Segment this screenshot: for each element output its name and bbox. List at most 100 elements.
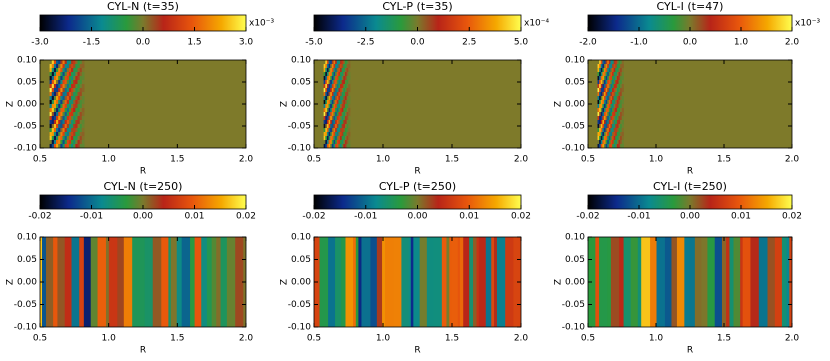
- field-cell: [325, 72, 328, 77]
- field-cell: [56, 140, 59, 145]
- field-cell: [60, 112, 63, 117]
- field-cell: [328, 132, 331, 137]
- field-cell: [51, 136, 55, 141]
- field-cell: [79, 68, 83, 73]
- field-cell: [599, 68, 602, 73]
- field-cell: [597, 100, 600, 105]
- field-cell: [323, 144, 326, 148]
- field-cell: [53, 128, 57, 133]
- field-cell: [599, 144, 602, 148]
- field-stripe: [441, 237, 447, 327]
- field-cell: [71, 92, 74, 97]
- field-cell: [333, 132, 336, 137]
- field-cell: [344, 64, 348, 69]
- field-cell: [60, 76, 63, 81]
- field-cell: [613, 144, 616, 148]
- panel-title: CYL-P (t=35): [382, 0, 452, 13]
- field-cell: [348, 116, 351, 121]
- field-cell: [328, 76, 331, 81]
- field-cell: [79, 100, 83, 105]
- field-cell: [615, 124, 618, 129]
- field-cell: [73, 112, 76, 117]
- field-cell: [597, 72, 600, 77]
- field-stripe: [684, 237, 691, 327]
- field-cell: [58, 72, 61, 77]
- field-cell: [51, 100, 55, 105]
- field-cell: [53, 76, 57, 81]
- field-cell: [602, 72, 605, 77]
- y-tick-label: -0.05: [288, 122, 311, 132]
- field-cell: [49, 60, 53, 65]
- field-cell: [58, 108, 61, 113]
- x-tick-label: 1.0: [649, 334, 664, 344]
- field-cell: [620, 124, 623, 129]
- field-cell: [328, 116, 331, 121]
- field-cell: [344, 136, 348, 141]
- field-stripe: [607, 237, 612, 327]
- field-cell: [618, 64, 621, 69]
- field-cell: [608, 132, 611, 137]
- field-cell: [326, 80, 330, 85]
- field-cell: [79, 116, 83, 121]
- colorbar-tick-label: 0.0: [136, 38, 151, 48]
- field-cell: [600, 124, 603, 129]
- field-cell: [333, 140, 336, 145]
- field-cell: [56, 132, 59, 137]
- field-cell: [602, 108, 605, 113]
- field-cell: [68, 60, 72, 65]
- field-cell: [340, 104, 343, 109]
- field-cell: [64, 100, 68, 105]
- y-tick-label: -0.10: [288, 144, 312, 154]
- field-cell: [620, 76, 623, 81]
- field-cell: [612, 68, 615, 73]
- field-cell: [620, 60, 623, 65]
- field-cell: [71, 116, 74, 121]
- field-cell: [77, 68, 81, 73]
- field-cell: [77, 100, 81, 105]
- field-cell: [612, 140, 615, 145]
- field-stripe: [408, 237, 412, 327]
- field-cell: [603, 76, 607, 81]
- field-cell: [330, 104, 333, 109]
- field-cell: [615, 72, 618, 77]
- field-cell: [341, 120, 344, 125]
- field-cell: [53, 144, 57, 148]
- field-cell: [613, 80, 616, 85]
- field-cell: [64, 76, 68, 81]
- field-cell: [605, 88, 608, 93]
- field-cell: [340, 108, 343, 113]
- field-cell: [68, 116, 72, 121]
- field-cell: [56, 64, 59, 69]
- field-cell: [325, 140, 328, 145]
- field-cell: [49, 84, 53, 89]
- field-cell: [66, 104, 70, 109]
- field-cell: [325, 124, 328, 129]
- field-cell: [333, 64, 336, 69]
- field-cell: [602, 124, 605, 129]
- field-cell: [328, 80, 331, 85]
- colorbar-tick-label: 0.01: [459, 212, 479, 222]
- field-cell: [336, 84, 339, 89]
- field-cell: [77, 80, 81, 85]
- field-cell: [348, 108, 351, 113]
- field-cell: [602, 120, 605, 125]
- y-tick-label: -0.10: [14, 323, 38, 333]
- field-cell: [615, 116, 618, 121]
- field-cell: [79, 76, 83, 81]
- field-cell: [66, 144, 70, 148]
- field-cell: [612, 112, 615, 117]
- field-stripe: [784, 237, 788, 327]
- field-cell: [344, 140, 348, 145]
- field-cell: [328, 100, 331, 105]
- field-cell: [608, 104, 611, 109]
- field-cell: [348, 140, 351, 145]
- field-cell: [81, 64, 85, 69]
- field-cell: [344, 132, 348, 137]
- field-cell: [73, 128, 76, 133]
- field-stripe: [413, 237, 421, 327]
- field-cell: [331, 64, 334, 69]
- field-cell: [600, 92, 603, 97]
- field-cell: [603, 96, 607, 101]
- field-cell: [323, 108, 326, 113]
- x-axis-label: R: [414, 346, 420, 356]
